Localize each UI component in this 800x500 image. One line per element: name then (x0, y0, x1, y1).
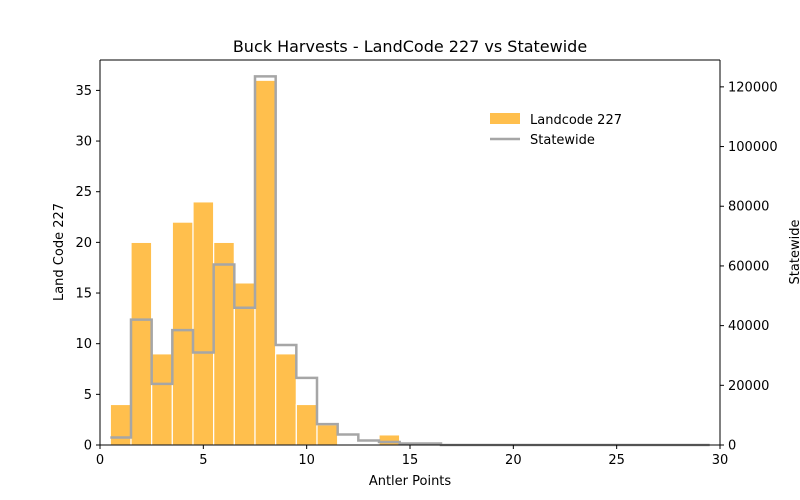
y2-tick-label: 120000 (728, 80, 778, 95)
y2-tick-label: 60000 (728, 259, 769, 274)
y-tick-label: 20 (75, 236, 92, 251)
bar (213, 241, 235, 446)
y2-tick-label: 80000 (728, 200, 769, 215)
bar (295, 403, 318, 446)
bar (316, 424, 339, 446)
y-tick-label: 30 (75, 135, 92, 150)
y2-tick-label: 100000 (728, 140, 778, 155)
x-axis-label: Antler Points (369, 474, 452, 489)
axes: 0 5 10 15 20 25 300510152025303502000040000600… (75, 59, 778, 468)
x-tick-label: 15 (402, 453, 419, 468)
y-tick-label: 35 (75, 84, 92, 99)
y-tick-label: 5 (84, 388, 92, 403)
legend-label-statewide: Statewide (530, 133, 595, 148)
legend-label-landcode: Landcode 227 (530, 113, 622, 128)
x-tick-label: 5 (199, 453, 207, 468)
x-tick-label: 10 (298, 453, 315, 468)
legend-swatch-landcode (490, 113, 520, 124)
chart-title: Buck Harvests - LandCode 227 vs Statewid… (233, 37, 587, 56)
bar (109, 403, 132, 446)
bar (254, 79, 277, 446)
y2-tick-label: 20000 (728, 379, 769, 394)
y-tick-label: 10 (75, 337, 92, 352)
x-tick-label: 0 (96, 453, 104, 468)
bar (171, 221, 194, 446)
y2-tick-label: 40000 (728, 319, 769, 334)
x-tick-label: 30 (712, 453, 729, 468)
y-axis-label: Land Code 227 (52, 203, 67, 301)
plot-area (109, 75, 710, 447)
legend: Landcode 227 Statewide (490, 113, 622, 148)
y-tick-label: 0 (84, 439, 92, 454)
y2-axis-label: Statewide (788, 220, 800, 285)
y2-tick-label: 0 (728, 439, 736, 454)
bar (130, 241, 153, 446)
bar (275, 353, 297, 446)
bar (151, 353, 173, 446)
x-tick-label: 20 (505, 453, 522, 468)
y-tick-label: 25 (75, 185, 92, 200)
bar (192, 201, 215, 446)
y-tick-label: 15 (75, 287, 92, 302)
bar (378, 434, 401, 446)
x-tick-label: 25 (608, 453, 625, 468)
